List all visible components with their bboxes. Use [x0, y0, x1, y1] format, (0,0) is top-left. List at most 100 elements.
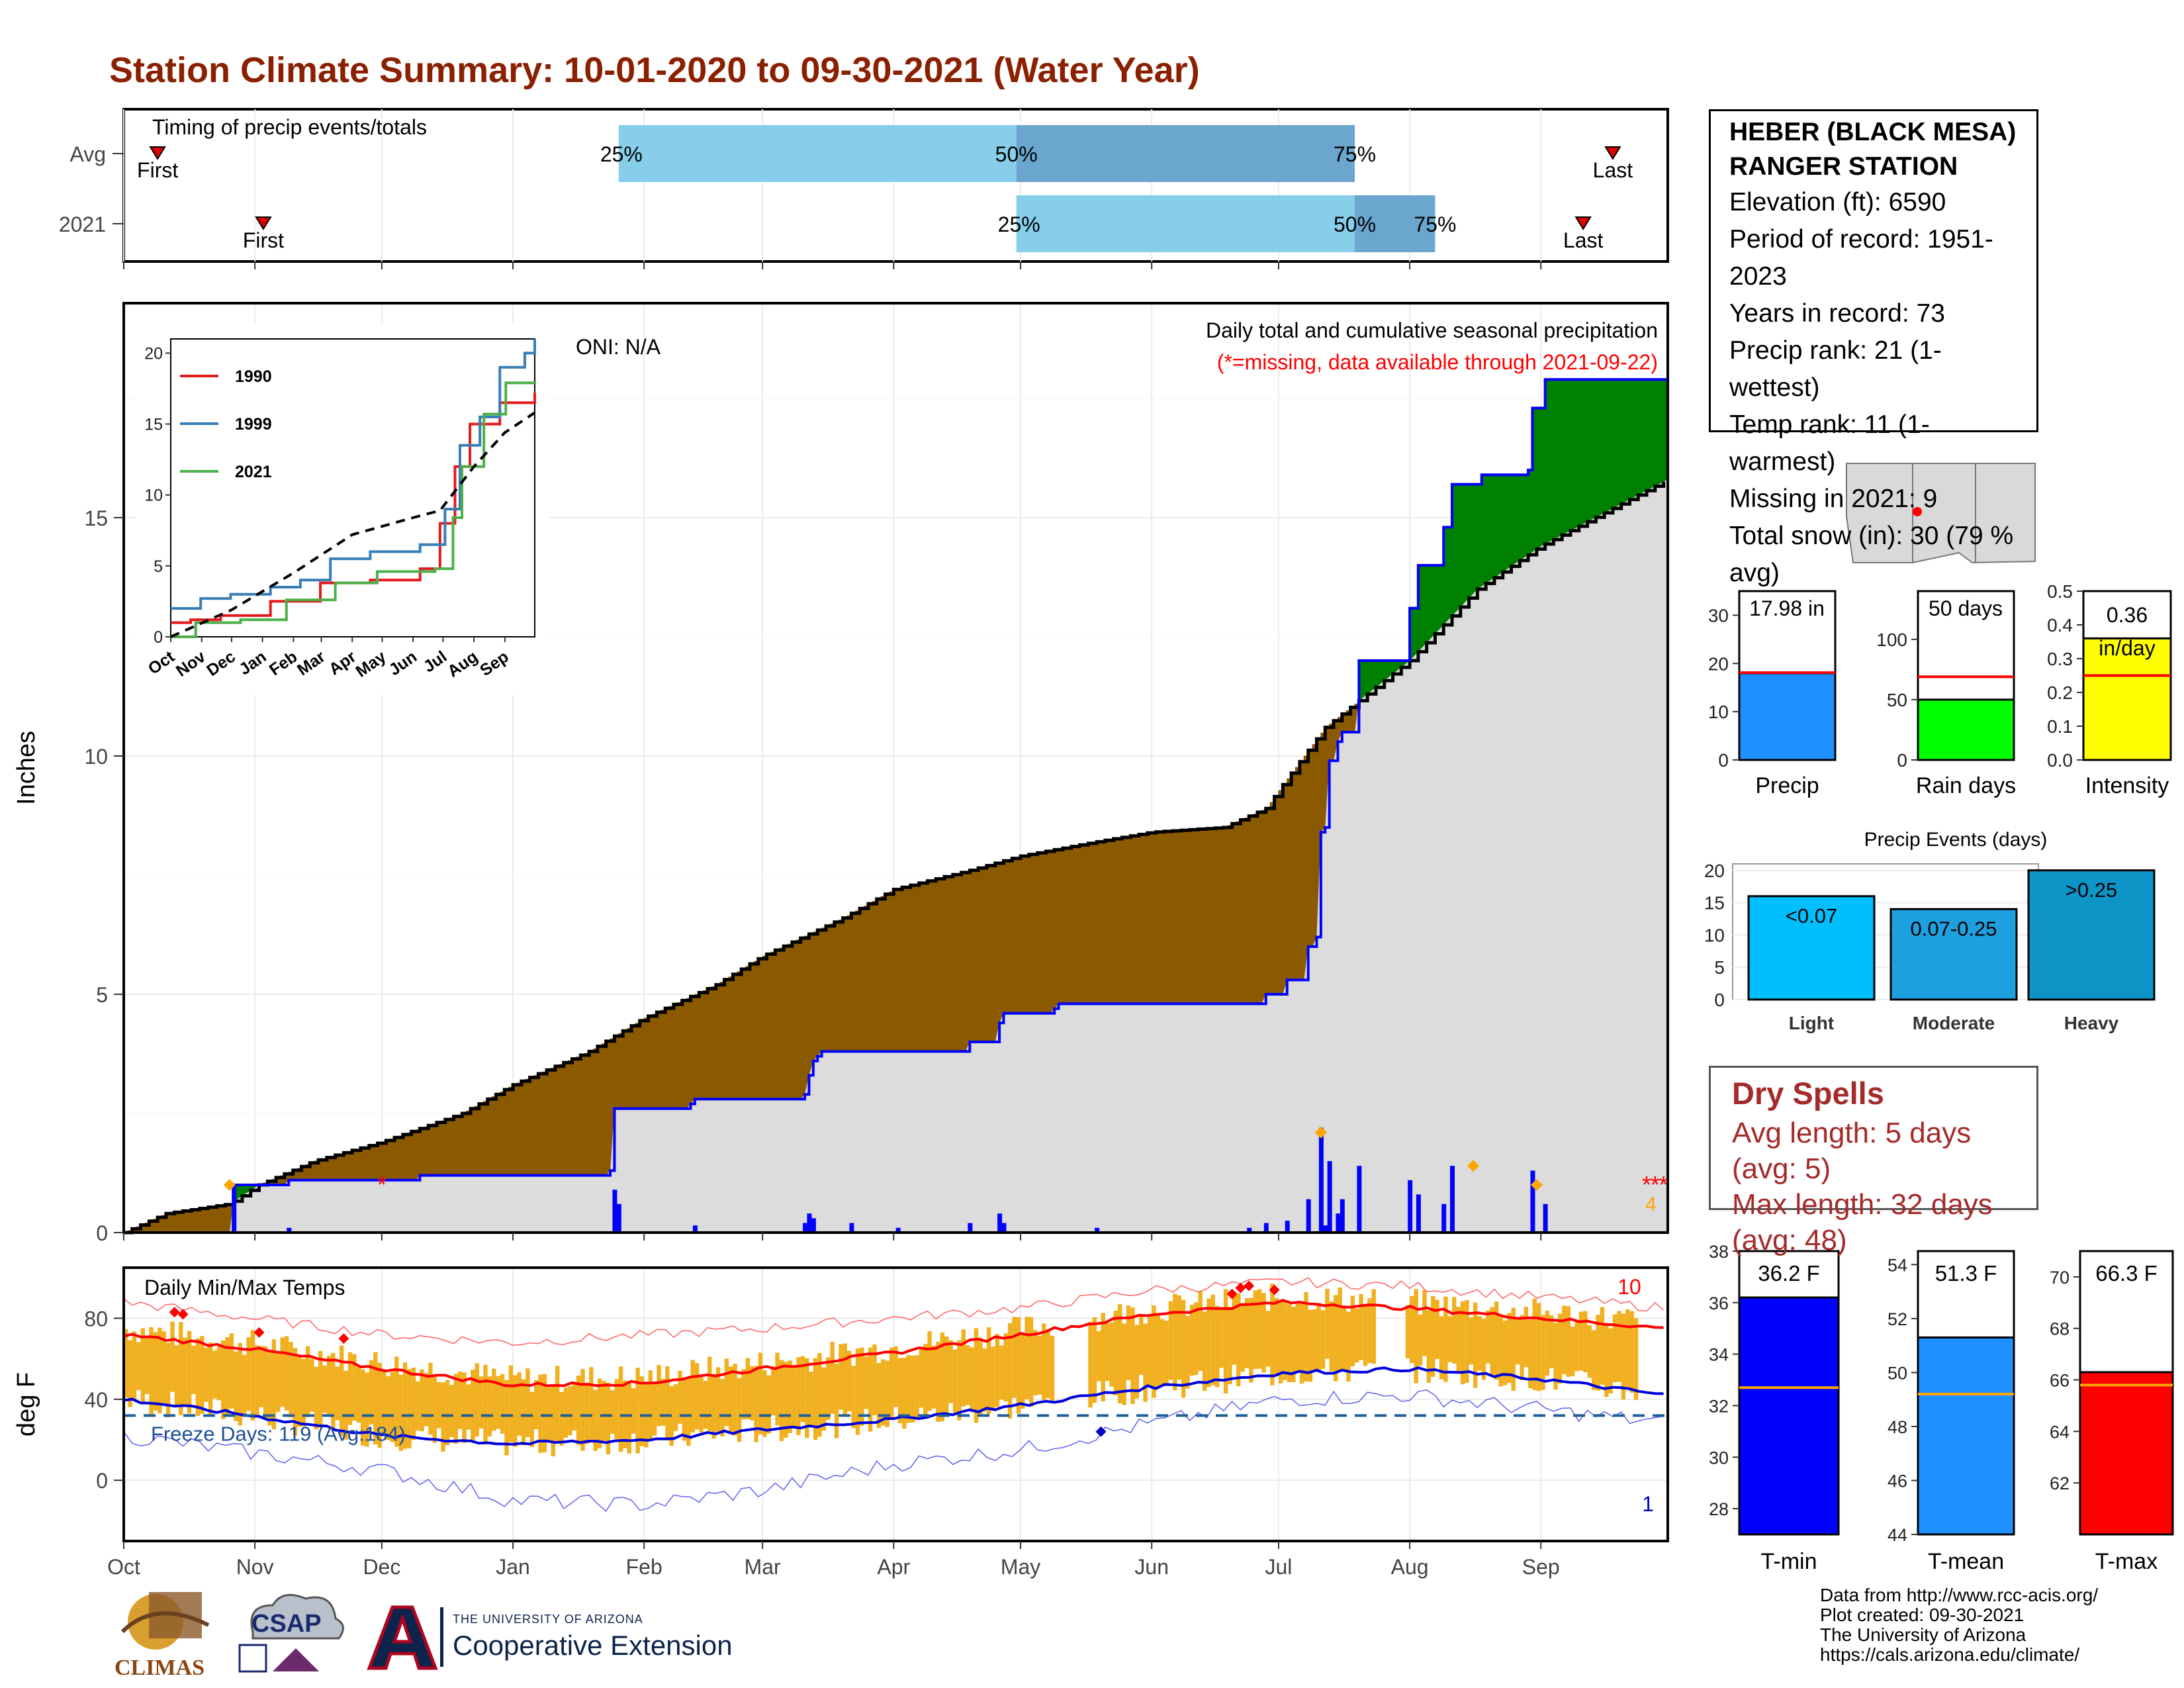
temps-daily-bar [1435, 1299, 1439, 1359]
timing-bar-25-50 [618, 125, 1017, 182]
tbar-tmean_summary-value-label: 51.3 F [1935, 1261, 1997, 1286]
temps-daily-bar [1253, 1290, 1258, 1370]
temps-daily-bar [1206, 1298, 1211, 1387]
station-name-line2: RANGER STATION [1729, 152, 1958, 181]
temps-daily-bar [356, 1367, 361, 1423]
temps-daily-bar [745, 1358, 750, 1419]
cumul-daily-bar [1001, 1223, 1007, 1233]
temps-daily-bar [678, 1370, 682, 1424]
temps-daily-bar [660, 1378, 666, 1426]
temps-daily-bar [703, 1380, 708, 1429]
temps-record-high-marker [177, 1309, 189, 1320]
temps-daily-bar [165, 1342, 171, 1418]
temps-daily-bar [830, 1342, 835, 1414]
cumul-daily-bar [1450, 1166, 1455, 1233]
temps-daily-bar [1024, 1317, 1029, 1399]
events-y-tick-label: 10 [1704, 925, 1725, 945]
inset-y-tick-label: 0 [154, 628, 163, 647]
page-title: Station Climate Summary: 10-01-2020 to 0… [109, 50, 1200, 90]
tbar-tmax_summary-bar [2079, 1371, 2174, 1536]
temps-daily-bar [944, 1336, 949, 1416]
temps-x-tick-label: Apr [877, 1555, 910, 1579]
temps-daily-bar [1498, 1315, 1503, 1387]
mini-precip_total-bar [1738, 672, 1837, 761]
mini-rain_days-bar [1917, 698, 2015, 761]
temps-x-tick-label: Jan [496, 1555, 530, 1579]
mini-intensity-y-tick-label: 0.4 [2047, 615, 2073, 635]
temps-daily-bar [1566, 1306, 1570, 1377]
cumul-daily-bar [1318, 1127, 1324, 1233]
temps-daily-bar [1486, 1310, 1490, 1364]
temps-daily-bar [445, 1380, 450, 1446]
temps-daily-bar [1257, 1289, 1262, 1369]
station-elevation: Elevation (ft): 6590 [1729, 188, 1946, 216]
csap-logo: CSAP [233, 1585, 352, 1685]
inset-legend-label: 1990 [235, 367, 272, 386]
temps-daily-bar [1431, 1295, 1435, 1377]
csap-logo-text: CSAP [251, 1610, 322, 1638]
cumul-y-axis-label: Inches [13, 731, 40, 805]
station-period: Period of record: 1951-2023 [1729, 225, 1993, 291]
inset-legend-label: 1999 [235, 415, 272, 434]
temps-daily-bar [293, 1348, 298, 1436]
temps-daily-bar [1156, 1315, 1160, 1387]
tbar-tmin_summary-value-label: 36.2 F [1758, 1261, 1820, 1286]
temps-daily-bar [1016, 1317, 1021, 1414]
tbar-tmax_summary-y-tick-label: 64 [2050, 1422, 2070, 1442]
tbar-tmean_summary-y-tick-label: 50 [1888, 1363, 1907, 1383]
cumul-daily-bar [612, 1190, 617, 1233]
temps-daily-bar [821, 1367, 827, 1431]
mini-intensity-y-tick-label: 0.5 [2047, 581, 2073, 602]
temps-daily-bar [1295, 1303, 1300, 1373]
mini-precip-value-label: 17.98 in [1749, 596, 1825, 620]
events-bar-label: 0.07-0.25 [1911, 917, 1997, 940]
timing-last-label: Last [1563, 228, 1604, 252]
temps-daily-bar [1507, 1313, 1512, 1383]
dry-spells-avg: Avg length: 5 days (avg: 5) [1732, 1117, 1972, 1185]
temps-x-tick-label: Jul [1265, 1555, 1293, 1579]
temps-daily-bar [289, 1342, 293, 1418]
cumul-title: Daily total and cumulative seasonal prec… [1206, 318, 1658, 342]
ua-logo-divider [440, 1607, 443, 1667]
cumul-daily-bar [1340, 1199, 1345, 1233]
temps-daily-bar [1202, 1311, 1207, 1391]
tbar-tmin_summary-y-tick-label: 28 [1709, 1499, 1729, 1519]
temps-daily-bar [1244, 1298, 1250, 1368]
temps-daily-bar [572, 1383, 576, 1430]
cumul-daily-bar [1408, 1180, 1413, 1233]
temps-daily-bar [1596, 1315, 1600, 1391]
temps-daily-bar [931, 1345, 936, 1409]
temps-daily-bar [906, 1355, 911, 1423]
temps-daily-bar [1012, 1317, 1017, 1398]
timing-bar-50-75 [1016, 125, 1355, 182]
temps-record-high-count: 10 [1617, 1275, 1641, 1299]
temps-frame [122, 1266, 1669, 1542]
tbar-tmean_summary-y-tick-label: 44 [1888, 1525, 1907, 1545]
temps-daily-bar [1604, 1323, 1609, 1397]
temps-daily-bar [1536, 1303, 1541, 1391]
temps-daily-bar [999, 1345, 1004, 1400]
mini-rain_days-y-tick-label: 50 [1887, 690, 1907, 710]
temps-daily-bar [851, 1366, 856, 1429]
temps-daily-bar [432, 1376, 437, 1443]
tbar-tmean_summary-bar [1917, 1336, 2015, 1536]
temps-daily-bar [893, 1346, 898, 1407]
temps-y-tick-label: 40 [84, 1388, 108, 1412]
temps-daily-bar [508, 1365, 514, 1442]
temps-daily-bar [360, 1369, 365, 1446]
temps-daily-bar [970, 1347, 974, 1413]
temps-daily-bar [1236, 1293, 1241, 1387]
temps-daily-bar [347, 1352, 353, 1425]
temps-record-high-line [123, 1277, 1664, 1346]
temps-daily-bar [991, 1346, 995, 1409]
temps-daily-bar [1185, 1315, 1190, 1389]
temps-daily-bar [1612, 1314, 1617, 1383]
temps-daily-bar [551, 1383, 555, 1456]
tbar-tmin_summary-y-tick-label: 34 [1709, 1345, 1729, 1365]
cumul-y-tick-label: 10 [84, 745, 108, 769]
cumul-daily-bar [232, 1185, 237, 1233]
cumul-daily-bar [1441, 1203, 1447, 1233]
temps-daily-bar [242, 1354, 247, 1417]
temps-daily-bar [1028, 1317, 1034, 1407]
temps-daily-bar [1312, 1309, 1317, 1370]
